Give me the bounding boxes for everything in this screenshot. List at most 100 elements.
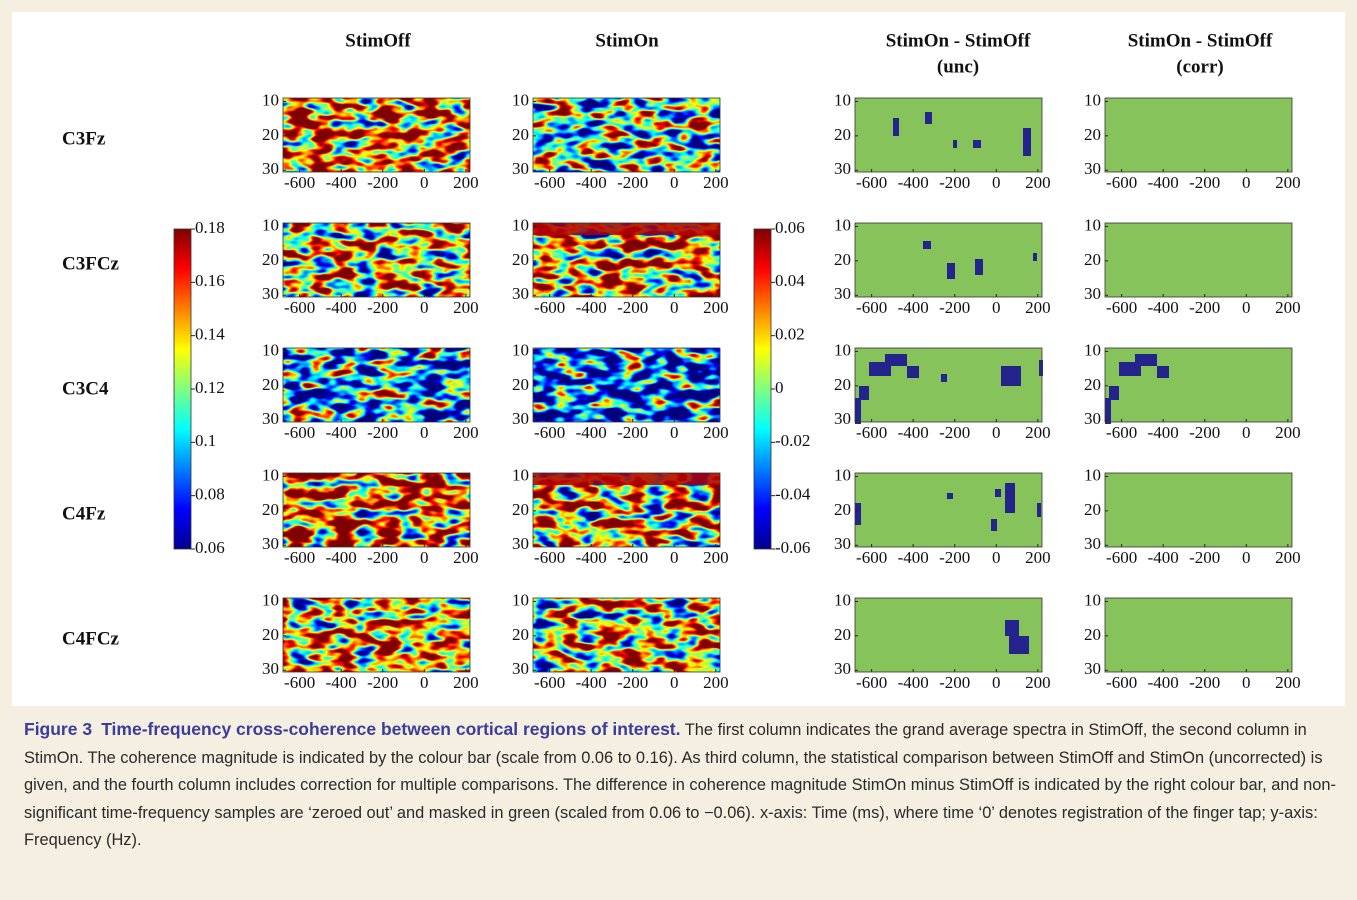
heatmap bbox=[533, 598, 720, 672]
mask-panel bbox=[1105, 98, 1292, 172]
panel-frame bbox=[854, 347, 1043, 423]
x-tick-label: -400 bbox=[1148, 673, 1179, 692]
row-label: C3FCz bbox=[62, 253, 120, 274]
y-tick-label: 20 bbox=[1084, 125, 1101, 144]
x-tick-label: -400 bbox=[326, 173, 357, 192]
y-tick-label: 10 bbox=[262, 90, 279, 109]
panel-frame bbox=[282, 597, 471, 673]
y-tick-label: 10 bbox=[1084, 465, 1101, 484]
x-tick-label: -400 bbox=[576, 298, 607, 317]
x-tick-label: -400 bbox=[576, 548, 607, 567]
y-tick-label: 10 bbox=[834, 90, 851, 109]
heatmap bbox=[283, 223, 470, 297]
y-tick-label: 10 bbox=[512, 340, 529, 359]
significant-cluster bbox=[1105, 398, 1111, 424]
y-tick-label: 10 bbox=[512, 590, 529, 609]
y-tick-label: 20 bbox=[1084, 375, 1101, 394]
y-tick-label: 10 bbox=[1084, 340, 1101, 359]
row-label: C4FCz bbox=[62, 628, 120, 649]
x-tick-label: -200 bbox=[617, 673, 648, 692]
x-tick-label: -200 bbox=[939, 298, 970, 317]
heatmap-band bbox=[533, 473, 720, 485]
x-tick-label: 0 bbox=[420, 548, 429, 567]
x-tick-label: -200 bbox=[617, 298, 648, 317]
significant-cluster bbox=[947, 493, 953, 499]
y-tick-label: 30 bbox=[834, 284, 851, 303]
y-tick-label: 20 bbox=[834, 500, 851, 519]
x-tick-label: -400 bbox=[576, 673, 607, 692]
panel-frame bbox=[532, 97, 721, 173]
colorbar-tick-label: -0.04 bbox=[775, 485, 811, 504]
x-tick-label: 0 bbox=[992, 173, 1001, 192]
y-tick-label: 20 bbox=[834, 125, 851, 144]
row-label: C3Fz bbox=[62, 128, 106, 149]
y-tick-label: 30 bbox=[512, 409, 529, 428]
x-tick-label: -200 bbox=[1189, 548, 1220, 567]
y-tick-label: 30 bbox=[834, 159, 851, 178]
x-tick-label: -600 bbox=[534, 298, 565, 317]
y-tick-label: 30 bbox=[262, 534, 279, 553]
y-tick-label: 20 bbox=[834, 625, 851, 644]
y-tick-label: 20 bbox=[512, 500, 529, 519]
x-tick-label: -200 bbox=[1189, 298, 1220, 317]
x-tick-label: -200 bbox=[617, 548, 648, 567]
y-tick-label: 30 bbox=[1084, 534, 1101, 553]
y-tick-label: 10 bbox=[1084, 590, 1101, 609]
colorbar-tick-label: 0.1 bbox=[195, 431, 216, 450]
caption-text: The first column indicates the grand ave… bbox=[24, 721, 1336, 849]
significant-cluster bbox=[953, 140, 957, 148]
panel-frame bbox=[532, 347, 721, 423]
column-header: StimOn - StimOff bbox=[886, 30, 1031, 51]
x-tick-label: -200 bbox=[939, 673, 970, 692]
x-tick-label: 0 bbox=[670, 673, 679, 692]
y-tick-label: 20 bbox=[262, 125, 279, 144]
figure: StimOff StimOn StimOn - StimOff (unc) StimOn… bbox=[12, 12, 1345, 706]
significant-cluster bbox=[855, 503, 861, 525]
panel-frame bbox=[1104, 472, 1293, 548]
x-tick-label: -600 bbox=[534, 423, 565, 442]
row-label: C4Fz bbox=[62, 503, 106, 524]
x-tick-label: -600 bbox=[856, 173, 887, 192]
colorbar-tick-label: -0.02 bbox=[775, 431, 810, 450]
y-tick-label: 10 bbox=[1084, 90, 1101, 109]
significant-cluster bbox=[975, 259, 983, 275]
x-tick-label: 200 bbox=[1275, 423, 1301, 442]
colorbar-tick-label: 0.04 bbox=[775, 271, 805, 290]
y-tick-label: 20 bbox=[262, 500, 279, 519]
x-tick-label: 200 bbox=[1275, 673, 1301, 692]
x-tick-label: 200 bbox=[1025, 548, 1051, 567]
x-tick-label: -400 bbox=[326, 673, 357, 692]
panel-frame bbox=[854, 97, 1043, 173]
x-tick-label: 0 bbox=[992, 423, 1001, 442]
x-tick-label: 200 bbox=[1025, 423, 1051, 442]
x-tick-label: -600 bbox=[1106, 423, 1137, 442]
panel-frame bbox=[532, 597, 721, 673]
colorbar-tick-label: 0.18 bbox=[195, 218, 225, 237]
panel-frame bbox=[1104, 222, 1293, 298]
y-tick-label: 30 bbox=[834, 659, 851, 678]
significant-cluster bbox=[925, 112, 932, 124]
y-tick-label: 20 bbox=[262, 625, 279, 644]
x-tick-label: 0 bbox=[1242, 173, 1251, 192]
y-tick-label: 10 bbox=[834, 590, 851, 609]
y-tick-label: 10 bbox=[262, 340, 279, 359]
significant-cluster bbox=[1005, 483, 1015, 513]
x-tick-label: -600 bbox=[534, 673, 565, 692]
significant-cluster bbox=[1033, 253, 1037, 261]
x-tick-label: -200 bbox=[617, 423, 648, 442]
significant-cluster bbox=[941, 374, 947, 382]
x-tick-label: 200 bbox=[703, 298, 729, 317]
x-tick-label: -400 bbox=[898, 423, 929, 442]
y-tick-label: 30 bbox=[262, 659, 279, 678]
x-tick-label: -200 bbox=[367, 548, 398, 567]
panel-frame bbox=[1104, 597, 1293, 673]
panel-frame bbox=[282, 472, 471, 548]
x-tick-label: -400 bbox=[326, 298, 357, 317]
x-tick-label: 200 bbox=[1275, 298, 1301, 317]
x-tick-label: 200 bbox=[453, 548, 479, 567]
x-tick-label: -200 bbox=[1189, 173, 1220, 192]
colorbar-tick-label: 0.12 bbox=[195, 378, 225, 397]
significant-cluster bbox=[1023, 128, 1031, 156]
y-tick-label: 20 bbox=[512, 375, 529, 394]
x-tick-label: 0 bbox=[992, 298, 1001, 317]
